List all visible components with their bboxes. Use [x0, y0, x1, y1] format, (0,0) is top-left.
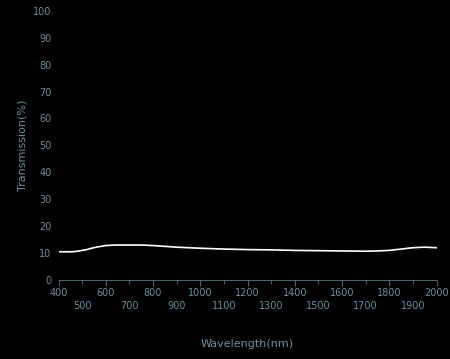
X-axis label: Wavelength(nm): Wavelength(nm): [201, 339, 294, 349]
Y-axis label: Transmission(%): Transmission(%): [18, 100, 27, 191]
